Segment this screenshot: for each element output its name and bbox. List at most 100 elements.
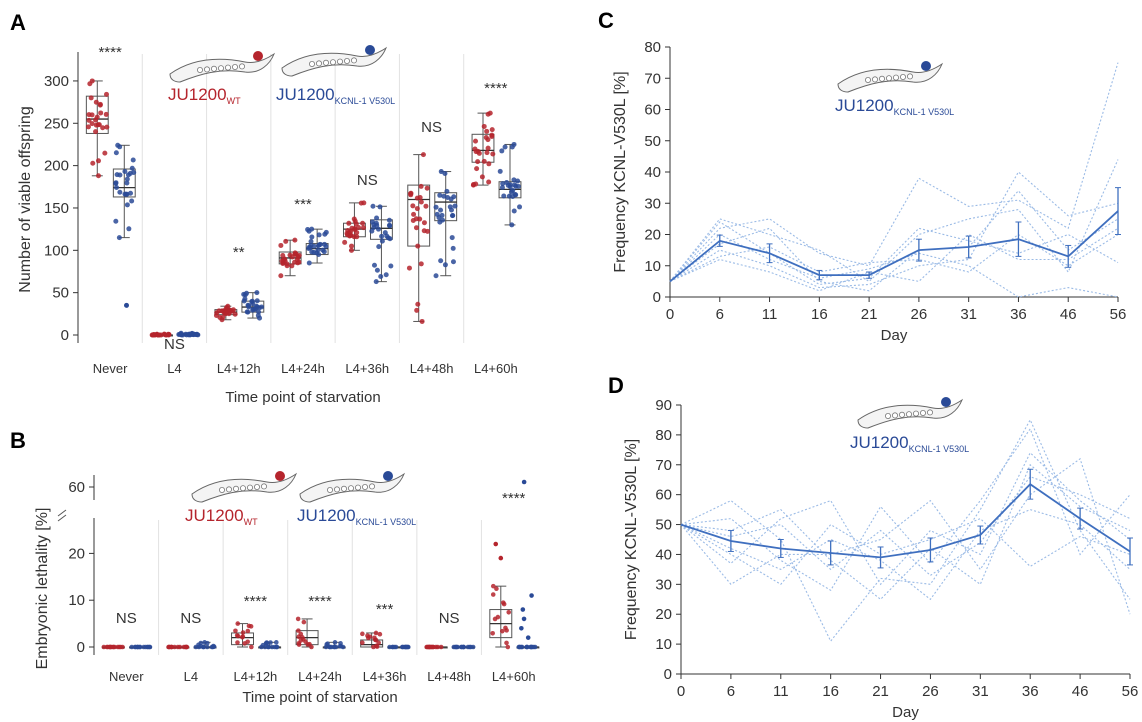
data-point xyxy=(278,273,284,279)
worm-egg xyxy=(886,75,893,82)
worm-egg xyxy=(355,484,362,491)
y-axis-title: Number of viable offspring xyxy=(17,106,34,292)
y-tick-label: 10 xyxy=(655,636,672,653)
y-tick-label: 60 xyxy=(68,479,85,496)
data-point xyxy=(352,225,358,231)
data-point xyxy=(246,303,252,309)
data-point xyxy=(376,244,382,250)
data-point xyxy=(415,301,421,307)
worm-egg xyxy=(326,486,333,493)
y-tick-label: 10 xyxy=(68,592,85,609)
data-point xyxy=(177,644,183,650)
data-point xyxy=(265,644,271,650)
replicate-line xyxy=(680,517,1131,586)
data-point xyxy=(450,245,456,251)
x-axis-title: Time point of starvation xyxy=(242,689,397,706)
data-point xyxy=(116,235,122,241)
worm-egg xyxy=(927,409,934,416)
data-point xyxy=(473,149,479,155)
x-tick-label: L4 xyxy=(184,669,198,684)
data-point xyxy=(348,232,354,238)
x-tick-label: L4+12h xyxy=(234,669,278,684)
replicate-line xyxy=(669,62,1119,282)
box-1-2 xyxy=(241,290,265,321)
data-point xyxy=(122,169,128,175)
data-point xyxy=(433,273,439,279)
data-point xyxy=(505,644,511,650)
y-tick-label: 40 xyxy=(655,546,672,563)
data-point xyxy=(103,111,109,117)
data-point xyxy=(499,185,505,191)
x-tick-label: L4+24h xyxy=(281,361,325,376)
data-point xyxy=(370,203,376,209)
replicate-line xyxy=(669,227,1119,292)
genotype-dot xyxy=(941,397,951,407)
chart-panel-d: 0 10 20 30 40 50 60 70 80 90 0 6 11 16 21 26 31 36 46 56 Day… xyxy=(623,397,1138,721)
data-point xyxy=(499,628,505,634)
box-0-2 xyxy=(231,621,254,650)
genotype-dot xyxy=(365,45,375,55)
data-point xyxy=(104,124,110,130)
x-tick-label: Never xyxy=(93,361,128,376)
data-point xyxy=(504,628,509,633)
data-point xyxy=(375,226,381,232)
x-tick-label: Never xyxy=(109,669,144,684)
data-point xyxy=(321,241,327,247)
data-point xyxy=(115,644,121,650)
significance-label: **** xyxy=(502,490,526,507)
data-point xyxy=(486,179,492,185)
data-point xyxy=(250,306,256,312)
data-point xyxy=(425,228,431,234)
data-point xyxy=(254,298,260,304)
replicate-line xyxy=(680,427,1131,592)
data-point xyxy=(379,238,385,244)
significance-label: NS xyxy=(164,336,185,353)
replicate-line xyxy=(669,221,1119,286)
data-point xyxy=(235,640,240,645)
data-point xyxy=(127,170,133,176)
y-tick-label: 30 xyxy=(655,576,672,593)
data-point xyxy=(150,332,156,338)
data-point xyxy=(166,644,171,650)
box-1-1 xyxy=(176,330,201,338)
genotype-dot xyxy=(275,471,285,481)
data-point xyxy=(473,138,479,144)
y-tick-label: 70 xyxy=(644,70,661,87)
x-tick-label: L4+12h xyxy=(217,361,261,376)
data-point xyxy=(417,195,423,201)
data-point xyxy=(438,207,444,213)
data-point xyxy=(89,112,95,118)
data-point xyxy=(124,176,130,182)
data-point xyxy=(232,311,238,317)
data-point xyxy=(172,644,177,650)
data-point xyxy=(497,168,503,174)
y-tick-label: 20 xyxy=(655,606,672,623)
legend-sub: WT xyxy=(244,517,258,527)
y-tick-label: 30 xyxy=(644,195,661,212)
data-point xyxy=(450,212,456,218)
data-point xyxy=(358,200,364,206)
legend-mutant: JU1200KCNL-1 V530L xyxy=(835,96,954,117)
worm-egg xyxy=(900,73,907,80)
x-tick-label: 31 xyxy=(972,683,989,700)
data-point xyxy=(306,260,312,266)
worm-egg xyxy=(362,483,369,490)
data-point xyxy=(374,215,380,221)
x-tick-label: 0 xyxy=(666,306,674,323)
data-point xyxy=(489,133,495,139)
data-point xyxy=(411,211,417,217)
y-tick-label: 300 xyxy=(44,73,69,90)
data-point xyxy=(204,640,210,646)
legend-sub: KCNL-1 V530L xyxy=(909,444,970,454)
box-0-0 xyxy=(101,644,125,650)
data-point xyxy=(387,236,393,242)
x-tick-label: 21 xyxy=(872,683,889,700)
data-point xyxy=(332,644,337,650)
data-point xyxy=(374,644,380,649)
worm-egg xyxy=(892,412,899,419)
data-point xyxy=(524,644,529,650)
y-tick-label: 50 xyxy=(655,517,672,534)
data-point xyxy=(442,262,448,268)
data-point xyxy=(183,644,188,650)
panel-label-d: D xyxy=(608,373,624,398)
